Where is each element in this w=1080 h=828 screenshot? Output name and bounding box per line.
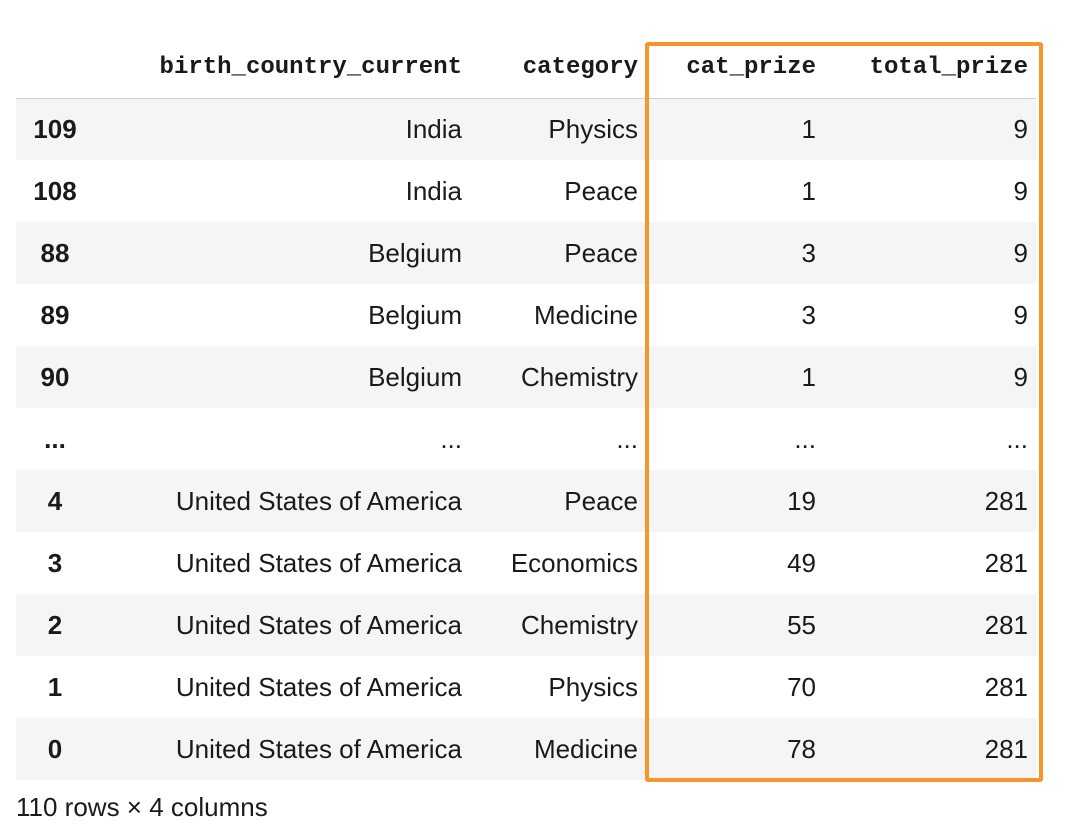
cell-cat-prize: 3 bbox=[801, 299, 816, 330]
cell-total-prize: 281 bbox=[984, 733, 1028, 764]
table-row: 1 United States of America Physics 70 28… bbox=[16, 656, 1036, 718]
dataframe-table: birth_country_current category cat_prize… bbox=[16, 38, 1036, 780]
dataframe-output: birth_country_current category cat_prize… bbox=[16, 38, 1036, 780]
table-row: 109 India Physics 1 9 bbox=[16, 98, 1036, 160]
column-header-birth-country-current: birth_country_current bbox=[94, 38, 470, 99]
cell-birth-country-current: Belgium bbox=[368, 237, 462, 268]
row-index: 109 bbox=[33, 113, 77, 144]
row-index: 89 bbox=[40, 299, 70, 330]
table-row: 88 Belgium Peace 3 9 bbox=[16, 222, 1036, 284]
table-body: 109 India Physics 1 9 108 India Peace 1 … bbox=[16, 98, 1036, 780]
cell-cat-prize: 3 bbox=[801, 237, 816, 268]
index-header bbox=[16, 38, 94, 99]
cell-category: Peace bbox=[564, 175, 638, 206]
cell-category: Medicine bbox=[533, 299, 638, 330]
cell-birth-country-current: Belgium bbox=[368, 361, 462, 392]
table-row: 0 United States of America Medicine 78 2… bbox=[16, 718, 1036, 780]
column-header-cat-prize: cat_prize bbox=[646, 38, 824, 99]
row-index: 88 bbox=[40, 237, 70, 268]
row-index: 3 bbox=[47, 547, 63, 578]
cell-total-prize: 281 bbox=[984, 671, 1028, 702]
row-index: 108 bbox=[33, 175, 77, 206]
cell-birth-country-current: United States of America bbox=[175, 671, 462, 702]
dataframe-shape-info: 110 rows × 4 columns bbox=[16, 792, 268, 822]
cell-total-prize: 9 bbox=[1013, 113, 1028, 144]
row-index: 2 bbox=[47, 609, 63, 640]
table-row-ellipsis: ... ... ... ... ... bbox=[16, 408, 1036, 470]
table-row: 2 United States of America Chemistry 55 … bbox=[16, 594, 1036, 656]
cell-total-prize: 281 bbox=[984, 609, 1028, 640]
row-index: 90 bbox=[40, 361, 70, 392]
cell-cat-prize: 49 bbox=[787, 547, 816, 578]
cell-cat-prize: 1 bbox=[801, 361, 816, 392]
cell-cat-prize: 70 bbox=[787, 671, 816, 702]
cell-total-prize: 9 bbox=[1013, 237, 1028, 268]
cell-cat-prize: 78 bbox=[787, 733, 816, 764]
cell-birth-country-current: United States of America bbox=[175, 485, 462, 516]
cell-category: Economics bbox=[510, 547, 638, 578]
cell-birth-country-current: India bbox=[405, 175, 462, 206]
cell-total-prize: 9 bbox=[1013, 361, 1028, 392]
cell-cat-prize: ... bbox=[794, 423, 816, 454]
cell-birth-country-current: India bbox=[405, 113, 462, 144]
cell-category: Physics bbox=[548, 671, 638, 702]
cell-total-prize: 9 bbox=[1013, 175, 1028, 206]
cell-birth-country-current: United States of America bbox=[175, 733, 462, 764]
cell-birth-country-current: United States of America bbox=[175, 547, 462, 578]
cell-total-prize: ... bbox=[1006, 423, 1028, 454]
table-header: birth_country_current category cat_prize… bbox=[16, 38, 1036, 99]
row-index: 0 bbox=[47, 733, 63, 764]
row-index: 1 bbox=[47, 671, 63, 702]
table-row: 4 United States of America Peace 19 281 bbox=[16, 470, 1036, 532]
cell-cat-prize: 55 bbox=[787, 609, 816, 640]
cell-category: Peace bbox=[564, 237, 638, 268]
cell-category: Chemistry bbox=[520, 609, 638, 640]
cell-category: ... bbox=[616, 423, 638, 454]
cell-total-prize: 281 bbox=[984, 547, 1028, 578]
table-row: 89 Belgium Medicine 3 9 bbox=[16, 284, 1036, 346]
row-index: 4 bbox=[47, 485, 63, 516]
header-row: birth_country_current category cat_prize… bbox=[16, 38, 1036, 99]
cell-category: Chemistry bbox=[520, 361, 638, 392]
cell-category: Physics bbox=[548, 113, 638, 144]
table-row: 90 Belgium Chemistry 1 9 bbox=[16, 346, 1036, 408]
column-header-total-prize: total_prize bbox=[824, 38, 1036, 99]
cell-cat-prize: 19 bbox=[787, 485, 816, 516]
cell-birth-country-current: United States of America bbox=[175, 609, 462, 640]
cell-birth-country-current: ... bbox=[440, 423, 462, 454]
table-row: 108 India Peace 1 9 bbox=[16, 160, 1036, 222]
cell-category: Peace bbox=[564, 485, 638, 516]
row-index: ... bbox=[44, 423, 66, 454]
cell-total-prize: 281 bbox=[984, 485, 1028, 516]
cell-cat-prize: 1 bbox=[801, 175, 816, 206]
cell-birth-country-current: Belgium bbox=[368, 299, 462, 330]
cell-total-prize: 9 bbox=[1013, 299, 1028, 330]
cell-cat-prize: 1 bbox=[801, 113, 816, 144]
table-row: 3 United States of America Economics 49 … bbox=[16, 532, 1036, 594]
cell-category: Medicine bbox=[533, 733, 638, 764]
column-header-category: category bbox=[470, 38, 646, 99]
